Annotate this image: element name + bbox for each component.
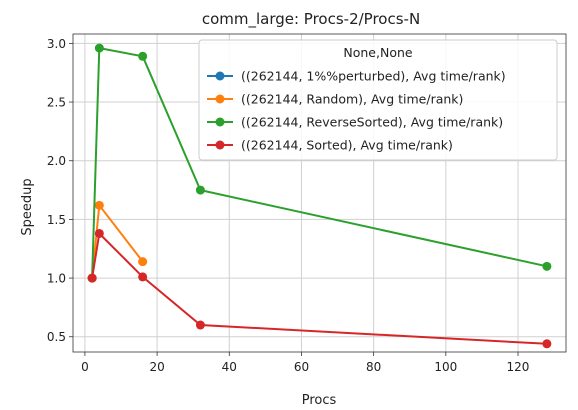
- data-point: [138, 272, 148, 282]
- x-tick-label: 60: [294, 360, 309, 374]
- ticks: 0 20 40 60 80 100 120 0.5 1.0 1.5 2.0 2.5 3.0: [47, 37, 530, 374]
- data-point: [195, 320, 205, 330]
- legend: None,None ((262144, 1%%perturbed), Avg t…: [198, 39, 558, 161]
- data-point: [138, 257, 148, 267]
- series-layer: [87, 43, 552, 349]
- y-tick-label: 0.5: [47, 330, 66, 344]
- x-tick-label: 0: [81, 360, 89, 374]
- legend-swatch-marker: [215, 71, 225, 81]
- data-point: [542, 261, 552, 271]
- legend-entry: ((262144, ReverseSorted), Avg time/rank): [207, 115, 503, 130]
- data-point: [94, 228, 104, 238]
- legend-entry: ((262144, 1%%perturbed), Avg time/rank): [207, 69, 506, 84]
- data-point: [94, 43, 104, 53]
- series-line-1: [91, 202, 144, 279]
- y-axis-label: Speedup: [20, 178, 35, 235]
- legend-label: ((262144, 1%%perturbed), Avg time/rank): [241, 69, 506, 84]
- data-point: [542, 339, 552, 349]
- x-tick-label: 120: [507, 360, 530, 374]
- x-tick-label: 100: [434, 360, 457, 374]
- legend-swatch-marker: [215, 140, 225, 150]
- y-tick-label: 2.0: [47, 154, 66, 168]
- x-tick-label: 20: [149, 360, 164, 374]
- legend-entry: ((262144, Sorted), Avg time/rank): [207, 138, 453, 153]
- data-point: [138, 51, 148, 61]
- legend-label: ((262144, Sorted), Avg time/rank): [241, 138, 453, 153]
- y-tick-label: 1.0: [47, 272, 66, 286]
- legend-swatch-marker: [215, 117, 225, 127]
- data-point: [87, 273, 97, 283]
- data-point: [94, 200, 104, 210]
- legend-label: ((262144, Random), Avg time/rank): [241, 92, 463, 107]
- legend-entry: ((262144, Random), Avg time/rank): [207, 92, 463, 107]
- y-tick-label: 1.5: [47, 213, 66, 227]
- legend-swatch-marker: [215, 94, 225, 104]
- legend-box: [198, 39, 558, 161]
- data-point: [195, 185, 205, 195]
- y-tick-label: 3.0: [47, 37, 66, 51]
- legend-title: None,None: [343, 45, 413, 60]
- x-tick-label: 80: [366, 360, 381, 374]
- legend-entries: ((262144, 1%%perturbed), Avg time/rank) (…: [207, 69, 506, 153]
- y-tick-label: 2.5: [47, 96, 66, 110]
- plot-frame: [72, 33, 567, 353]
- series-line-3: [91, 231, 547, 345]
- legend-label: ((262144, ReverseSorted), Avg time/rank): [241, 115, 503, 130]
- x-axis-label: Procs: [302, 393, 337, 408]
- chart-title: comm_large: Procs-2/Procs-N: [202, 10, 420, 29]
- x-tick-label: 40: [222, 360, 237, 374]
